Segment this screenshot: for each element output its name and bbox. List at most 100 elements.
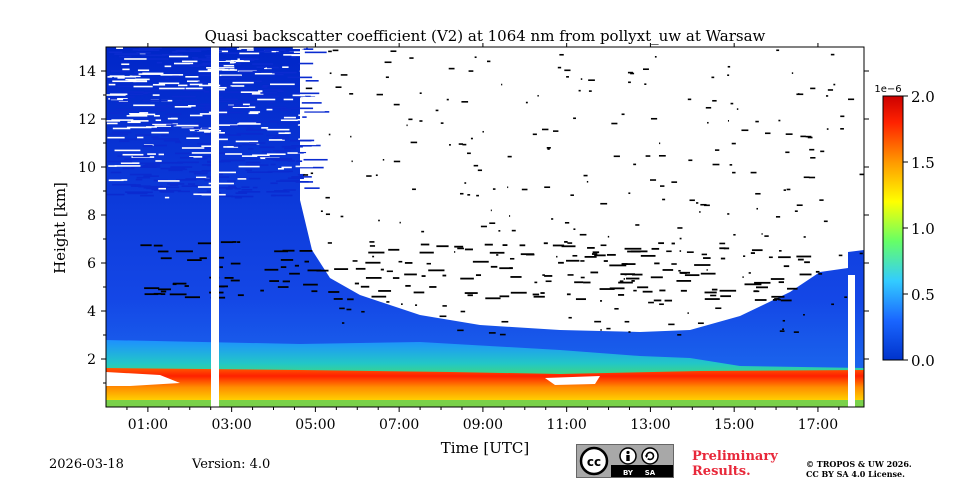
y-tick-label: 6 xyxy=(87,256,96,272)
streak xyxy=(215,195,233,198)
streak xyxy=(229,111,244,114)
streak xyxy=(208,182,234,185)
noise-dot xyxy=(305,87,313,90)
streak xyxy=(197,81,207,84)
streak xyxy=(112,127,131,130)
streak xyxy=(134,78,150,81)
colorbar-tick-label: 2.0 xyxy=(911,88,935,106)
cloud-edge xyxy=(621,263,636,265)
streak xyxy=(249,59,255,62)
streak xyxy=(303,96,328,99)
y-tick-label: 12 xyxy=(78,112,96,128)
cloud-edge xyxy=(153,244,163,247)
streak xyxy=(111,131,132,134)
streak xyxy=(135,134,152,136)
noise-dot xyxy=(755,120,759,123)
streak xyxy=(136,176,151,179)
streak xyxy=(169,184,179,186)
cloud-edge xyxy=(484,243,493,246)
noise-dot xyxy=(697,322,704,325)
free-troposphere-layer xyxy=(106,47,864,407)
cloud-edge xyxy=(464,292,478,294)
streak xyxy=(210,77,236,80)
streak xyxy=(241,155,267,157)
streak xyxy=(283,189,296,191)
streak xyxy=(137,136,144,139)
cloud-edge xyxy=(694,264,711,266)
streak xyxy=(227,146,234,148)
noise-dot xyxy=(671,181,678,183)
streak xyxy=(193,133,200,136)
noise-dot xyxy=(498,230,501,232)
streak xyxy=(292,94,306,97)
cloud-edge xyxy=(230,279,240,282)
noise-dot xyxy=(320,210,323,213)
streak xyxy=(234,196,243,199)
noise-dot xyxy=(346,308,352,311)
streak xyxy=(259,95,280,98)
y-tick-label: 10 xyxy=(78,160,96,176)
cloud-edge xyxy=(144,287,160,290)
streak xyxy=(181,185,203,187)
noise-dot xyxy=(559,53,564,56)
noise-dot xyxy=(435,109,439,112)
noise-dot xyxy=(580,78,583,80)
streak xyxy=(165,113,182,115)
x-tick-label: 09:00 xyxy=(463,417,503,433)
noise-streaks xyxy=(106,47,864,336)
noise-dot xyxy=(366,175,372,177)
noise-dot xyxy=(393,160,401,163)
noise-dot xyxy=(361,310,365,313)
streak xyxy=(183,84,195,87)
noise-dot xyxy=(730,102,734,105)
cloud-edge xyxy=(368,251,385,254)
streak xyxy=(140,162,161,165)
streak xyxy=(304,187,320,189)
cloud-edge xyxy=(700,272,716,275)
streak xyxy=(144,88,169,91)
cloud-edge xyxy=(778,256,791,259)
noise-dot xyxy=(461,101,469,103)
streak xyxy=(264,49,286,51)
streak xyxy=(233,145,242,147)
streak xyxy=(283,98,294,101)
streak xyxy=(287,177,304,180)
cloud-edge xyxy=(651,247,660,250)
cloud-edge xyxy=(631,273,643,276)
noise-dot xyxy=(448,67,455,70)
streak xyxy=(283,116,296,119)
streak xyxy=(183,89,206,92)
streak xyxy=(254,72,275,75)
footer-date: 2026-03-18 xyxy=(49,457,124,472)
noise-dot xyxy=(660,185,665,187)
noise-dot xyxy=(794,210,798,212)
streak xyxy=(246,49,254,51)
streak xyxy=(258,90,263,92)
streak xyxy=(143,175,159,177)
noise-dot xyxy=(764,235,769,237)
streak xyxy=(107,136,125,139)
streak xyxy=(298,114,325,117)
streak xyxy=(125,191,149,193)
streak xyxy=(245,161,261,164)
streak xyxy=(201,155,212,158)
noise-dot xyxy=(426,262,431,265)
noise-dot xyxy=(818,273,823,275)
streak xyxy=(272,73,284,76)
streak xyxy=(114,149,141,152)
cloud-edge xyxy=(160,290,167,293)
streak xyxy=(281,145,303,148)
noise-dot xyxy=(833,83,836,86)
noise-dot xyxy=(613,155,620,158)
cloud-edge xyxy=(172,282,187,285)
cloud-edge xyxy=(751,249,763,252)
noise-dot xyxy=(704,204,710,207)
streak xyxy=(270,163,276,166)
cloud-edge xyxy=(380,268,384,271)
streak xyxy=(222,69,238,71)
streak xyxy=(189,65,200,68)
streak xyxy=(299,139,315,142)
streak xyxy=(248,112,259,115)
noise-dot xyxy=(509,257,515,260)
